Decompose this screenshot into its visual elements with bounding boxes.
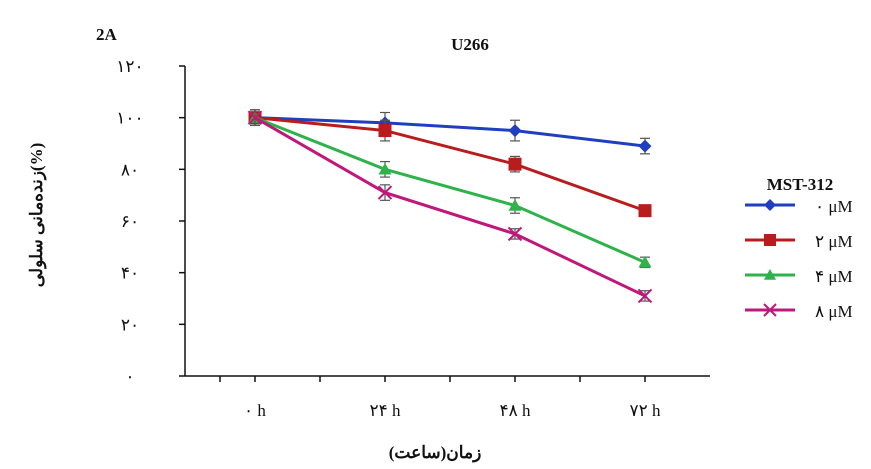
- axes: ۰ ۲۰ ۴۰ ۶۰ ۸۰ ۱۰۰ ۱۲۰ ۰ h ۲۴ h ۴۸ h ۷۲ h: [116, 57, 710, 420]
- legend-item: ۴ μM: [745, 267, 853, 286]
- data-point: [764, 199, 776, 211]
- legend-label: ۰ μM: [815, 197, 853, 216]
- legend-title: MST-312: [767, 175, 833, 194]
- series-line: [254, 116, 646, 298]
- x-marker-stroke: [507, 226, 523, 242]
- x-tick-label: ۰ h: [244, 401, 266, 420]
- legend-item: ۰ μM: [745, 197, 853, 216]
- x-tick-label: ۷۲ h: [629, 401, 661, 420]
- data-point: [377, 185, 393, 200]
- y-tick-label: ۴۰: [121, 264, 139, 283]
- legend-item: ۸ μM: [745, 302, 853, 321]
- y-tick-label: ۲۰: [121, 315, 139, 334]
- legend-label: ۴ μM: [815, 267, 853, 286]
- data-point: [378, 162, 392, 175]
- series-group: [247, 109, 653, 304]
- x-marker-stroke: [247, 110, 263, 125]
- y-axis-label: زنده‌مانی سلولی(%): [27, 143, 47, 288]
- data-point: [508, 124, 522, 138]
- data-point: [638, 204, 652, 218]
- x-axis-label: زمان(ساعت): [389, 443, 482, 463]
- data-point: [638, 255, 652, 268]
- y-tick-label: ۰: [125, 367, 134, 386]
- legend: ۰ μM ۲ μM ۴ μM ۸ μM: [745, 197, 853, 321]
- series-line: [254, 116, 646, 148]
- data-point: [764, 269, 776, 280]
- data-point: [763, 303, 777, 317]
- data-point: [508, 199, 522, 211]
- data-point: [637, 288, 653, 304]
- x-tick-label: ۴۸ h: [499, 401, 531, 420]
- panel-label: 2A: [96, 25, 118, 44]
- data-point: [764, 234, 776, 246]
- legend-label: ۸ μM: [815, 302, 853, 321]
- legend-label: ۲ μM: [815, 232, 853, 251]
- data-point: [247, 110, 263, 125]
- x-marker-stroke: [637, 288, 653, 304]
- series-3: [247, 109, 653, 304]
- data-point: [378, 124, 392, 138]
- y-tick-label: ۱۲۰: [116, 57, 143, 76]
- series-2: [248, 109, 652, 269]
- x-marker-stroke: [763, 303, 777, 317]
- series-line: [254, 116, 646, 264]
- y-tick-label: ۸۰: [121, 160, 139, 179]
- y-tick-label: ۶۰: [121, 212, 139, 231]
- series-line: [254, 116, 646, 213]
- legend-item: ۲ μM: [745, 232, 853, 251]
- x-marker-stroke: [377, 185, 393, 200]
- data-point: [508, 157, 522, 171]
- data-point: [507, 226, 523, 242]
- x-tick-label: ۲۴ h: [369, 401, 401, 420]
- data-point: [638, 139, 652, 153]
- chart-title: U266: [451, 35, 489, 54]
- y-tick-label: ۱۰۰: [116, 109, 143, 128]
